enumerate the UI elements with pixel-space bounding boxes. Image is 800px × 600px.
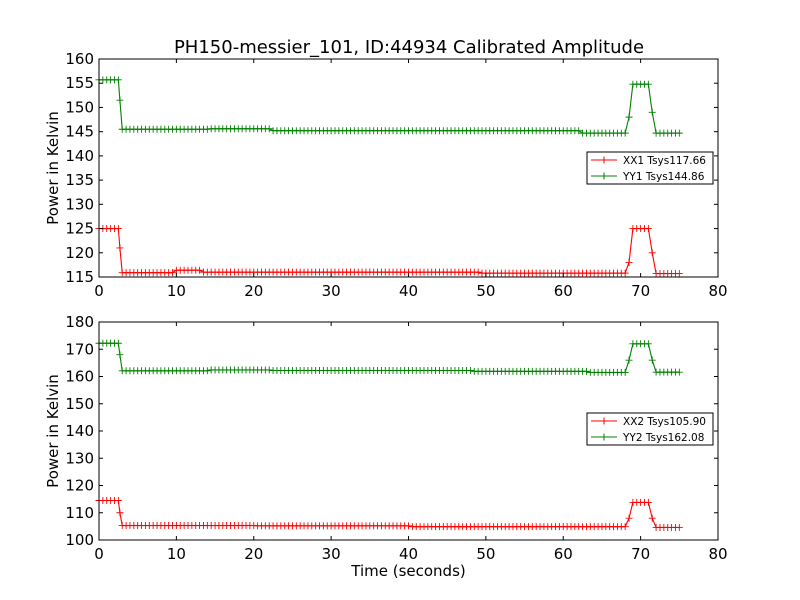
data-point-marker (621, 269, 629, 277)
legend-entry: XX2 Tsys105.90 (623, 416, 706, 428)
data-point-marker (116, 351, 124, 359)
legend-marker (600, 172, 608, 180)
x-tick-label: 40 (399, 545, 418, 563)
data-point-marker (675, 270, 683, 278)
y-tick-label: 130 (65, 449, 94, 467)
y-tick-label: 135 (65, 171, 94, 189)
legend: XX1 Tsys117.66 YY1 Tsys144.86 (586, 151, 714, 185)
x-tick-label: 70 (631, 282, 650, 300)
x-tick-label: 70 (631, 545, 650, 563)
legend: XX2 Tsys105.90 YY2 Tsys162.08 (586, 412, 714, 446)
data-point-marker (625, 356, 633, 364)
bottom-subplot: 0 10 20 30 40 50 60 70 80 100 110 120 130 140 150 160 17… (44, 313, 728, 580)
data-point-marker (196, 266, 204, 274)
data-point-marker (621, 523, 629, 531)
data-point-marker (675, 129, 683, 137)
x-tick-label: 0 (94, 545, 104, 563)
data-point-marker (466, 367, 474, 375)
data-point-marker (644, 340, 652, 348)
y-tick-label: 150 (65, 395, 94, 413)
data-point-marker (116, 509, 124, 517)
data-point-marker (621, 129, 629, 137)
y-tick-label: 110 (65, 504, 94, 522)
x-tick-label: 20 (244, 282, 263, 300)
y-tick-label: 125 (65, 220, 94, 238)
legend-entry: YY2 Tsys162.08 (622, 432, 704, 444)
data-point-marker (675, 368, 683, 376)
data-point-marker (644, 80, 652, 88)
x-tick-label: 10 (167, 282, 186, 300)
x-tick-label: 60 (554, 545, 573, 563)
series-xx1 (95, 225, 683, 278)
data-point-marker (114, 76, 122, 84)
data-point-marker (625, 514, 633, 522)
x-tick-label: 0 (94, 282, 104, 300)
series-xx2 (95, 496, 683, 531)
x-tick-label: 60 (554, 282, 573, 300)
y-axis-label: Power in Kelvin (44, 111, 62, 225)
data-point-marker (114, 496, 122, 504)
data-point-marker (405, 522, 412, 530)
data-point-marker (648, 356, 656, 364)
y-tick-label: 115 (65, 268, 94, 286)
legend-marker (600, 433, 608, 441)
legend-entry: YY1 Tsys144.86 (622, 171, 705, 183)
y-tick-label: 140 (65, 422, 94, 440)
legend-entry: XX1 Tsys117.66 (623, 155, 706, 167)
legend-marker (600, 156, 608, 164)
y-tick-label: 145 (65, 123, 94, 141)
data-point-marker (675, 523, 683, 531)
x-tick-label: 30 (322, 545, 341, 563)
top-subplot: 0 10 20 30 40 50 60 70 80 115 120 125 130 135 140 145 15… (44, 50, 728, 300)
y-tick-label: 150 (65, 98, 94, 116)
data-point-marker (474, 268, 482, 276)
series-yy2 (95, 339, 683, 376)
y-tick-label: 160 (65, 50, 94, 68)
data-point-marker (265, 125, 273, 133)
x-tick-label: 20 (244, 545, 263, 563)
y-tick-label: 120 (65, 477, 94, 495)
y-tick-label: 160 (65, 368, 94, 386)
x-tick-label: 50 (476, 545, 495, 563)
y-tick-label: 140 (65, 147, 94, 165)
y-tick-label: 100 (65, 531, 94, 549)
x-tick-label: 80 (708, 282, 727, 300)
data-point-marker (644, 225, 652, 233)
data-point-marker (621, 368, 629, 376)
x-tick-label: 10 (167, 545, 186, 563)
data-point-marker (203, 367, 211, 375)
legend-marker (600, 417, 608, 425)
legend-box (586, 151, 714, 185)
data-point-marker (169, 269, 177, 277)
legend-box (586, 412, 714, 446)
data-point-marker (575, 127, 583, 135)
x-tick-label: 80 (708, 545, 727, 563)
x-axis-label: Time (seconds) (350, 562, 466, 580)
y-tick-label: 155 (65, 74, 94, 92)
data-point-marker (114, 225, 122, 233)
data-point-marker (644, 498, 652, 506)
y-tick-label: 120 (65, 244, 94, 262)
data-point-marker (648, 249, 656, 257)
y-axis-label: Power in Kelvin (44, 374, 62, 488)
data-point-marker (625, 113, 633, 121)
data-point-marker (203, 125, 211, 133)
data-point-marker (265, 366, 273, 374)
data-point-marker (116, 96, 124, 104)
x-tick-label: 40 (399, 282, 418, 300)
y-tick-label: 130 (65, 195, 94, 213)
data-point-marker (648, 514, 656, 522)
y-tick-label: 170 (65, 340, 94, 358)
x-tick-label: 50 (476, 282, 495, 300)
x-tick-label: 30 (322, 282, 341, 300)
y-tick-label: 180 (65, 313, 94, 331)
data-point-marker (625, 258, 633, 266)
data-point-marker (582, 367, 590, 375)
data-point-marker (114, 339, 122, 347)
chart-title: PH150-messier_101, ID:44934 Calibrated A… (174, 37, 644, 58)
data-point-marker (116, 244, 124, 252)
data-point-marker (648, 108, 656, 116)
